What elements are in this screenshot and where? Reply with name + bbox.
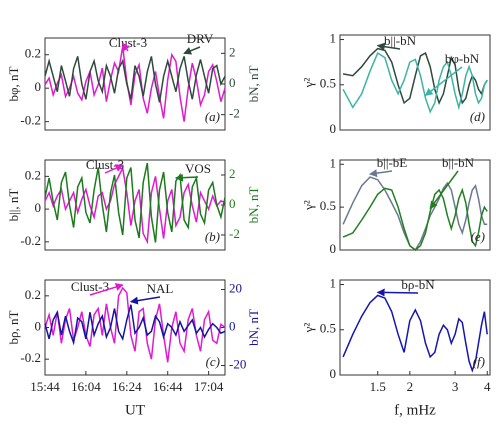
y2-tick-label: -2 bbox=[229, 226, 240, 241]
series-label: b||-bN bbox=[442, 155, 475, 170]
series-arrow bbox=[89, 283, 124, 296]
y-tick-label: 0 bbox=[35, 318, 42, 333]
series-line bbox=[44, 286, 226, 363]
y-axis-label: b||, nT bbox=[6, 189, 21, 222]
panel-letter: (f) bbox=[473, 354, 485, 369]
x-tick-label: 1.5 bbox=[370, 379, 386, 394]
series-line bbox=[44, 56, 226, 103]
y-tick-label: -0.2 bbox=[20, 350, 41, 365]
plot-frame bbox=[339, 159, 491, 251]
y-tick-label: 0.5 bbox=[320, 198, 336, 213]
series-label: b||-bE bbox=[377, 155, 408, 170]
panel-letter: (d) bbox=[470, 109, 485, 124]
series-arrow bbox=[104, 164, 124, 174]
y2-tick-label: 0 bbox=[229, 318, 236, 333]
series-label: Clust-3 bbox=[86, 157, 124, 172]
x-axis-label: f, mHz bbox=[394, 402, 436, 418]
series-line bbox=[342, 294, 488, 373]
x-axis-label: UT bbox=[125, 402, 145, 418]
y-axis-label: γ² bbox=[301, 323, 316, 334]
series-arrow bbox=[183, 46, 201, 55]
y2-tick-label: 0 bbox=[229, 75, 236, 90]
y2-axis-label: bN, nT bbox=[246, 309, 261, 346]
y-axis-label: bρ, nT bbox=[6, 310, 21, 344]
x-tick-label: 4 bbox=[484, 379, 491, 394]
y2-axis-label: bN, nT bbox=[246, 66, 261, 103]
y2-tick-label: 2 bbox=[229, 166, 236, 181]
y2-tick-label: 2 bbox=[229, 44, 236, 59]
series-arrow bbox=[376, 42, 401, 51]
panel-letter: (c) bbox=[206, 354, 220, 369]
series-line bbox=[342, 176, 488, 252]
series-line bbox=[44, 162, 226, 243]
series-line bbox=[342, 51, 488, 114]
series-line bbox=[44, 165, 226, 245]
series-label: bρ-bN bbox=[401, 277, 435, 292]
series-arrow bbox=[122, 42, 130, 52]
panel-letter: (b) bbox=[205, 229, 220, 244]
y-tick-label: 0.2 bbox=[25, 287, 41, 302]
y2-tick-label: 0 bbox=[229, 196, 236, 211]
y-tick-label: -0.2 bbox=[20, 113, 41, 128]
x-tick-label: 17:04 bbox=[194, 379, 224, 394]
series-arrow bbox=[369, 169, 393, 178]
y-tick-label: 0.5 bbox=[320, 321, 336, 336]
y-tick-label: 0 bbox=[330, 121, 337, 136]
y-tick-label: 0.2 bbox=[25, 46, 41, 61]
y-tick-label: 0.5 bbox=[320, 76, 336, 91]
series-line bbox=[342, 187, 488, 251]
y-tick-label: 0 bbox=[35, 200, 42, 215]
series-label: VOS bbox=[185, 161, 211, 176]
series-label: NAL bbox=[147, 281, 174, 296]
series-label: b||-bN bbox=[384, 33, 417, 48]
x-tick-label: 16:44 bbox=[153, 379, 183, 394]
x-tick-label: 15:44 bbox=[30, 379, 60, 394]
series-arrow bbox=[376, 288, 419, 297]
y-tick-label: 1 bbox=[330, 31, 337, 46]
series-label: DRV bbox=[187, 31, 214, 46]
y-axis-label: γ² bbox=[301, 200, 316, 211]
series-label: bφ-bN bbox=[445, 51, 480, 66]
plot-frame bbox=[339, 34, 491, 131]
y-tick-label: 0 bbox=[35, 79, 42, 94]
plot-frame bbox=[339, 279, 491, 376]
y-tick-label: 0 bbox=[330, 366, 337, 381]
y-tick-label: -0.2 bbox=[20, 233, 41, 248]
x-tick-label: 2 bbox=[407, 379, 414, 394]
series-arrow bbox=[174, 173, 199, 182]
series-label: Clust-3 bbox=[71, 279, 109, 294]
x-tick-label: 16:04 bbox=[71, 379, 101, 394]
y2-tick-label: 20 bbox=[229, 280, 242, 295]
series-label: Clust-3 bbox=[109, 35, 147, 50]
y-axis-label: γ² bbox=[301, 78, 316, 89]
panel-letter: (e) bbox=[471, 229, 485, 244]
x-tick-label: 3 bbox=[452, 379, 459, 394]
series-arrow bbox=[429, 170, 459, 210]
panel-letter: (a) bbox=[205, 109, 220, 124]
y-tick-label: 1 bbox=[330, 155, 337, 170]
y-tick-label: 0.2 bbox=[25, 167, 41, 182]
y2-tick-label: -20 bbox=[229, 356, 246, 371]
y-tick-label: 1 bbox=[330, 276, 337, 291]
y-tick-label: 0 bbox=[330, 241, 337, 256]
y2-axis-label: bN, nT bbox=[246, 187, 261, 224]
series-arrow bbox=[424, 66, 463, 96]
series-line bbox=[44, 46, 226, 122]
series-arrow bbox=[129, 296, 161, 305]
series-line bbox=[44, 304, 226, 346]
x-tick-label: 16:24 bbox=[112, 379, 142, 394]
y-axis-label: bφ, nT bbox=[6, 66, 21, 101]
y2-tick-label: -2 bbox=[229, 106, 240, 121]
